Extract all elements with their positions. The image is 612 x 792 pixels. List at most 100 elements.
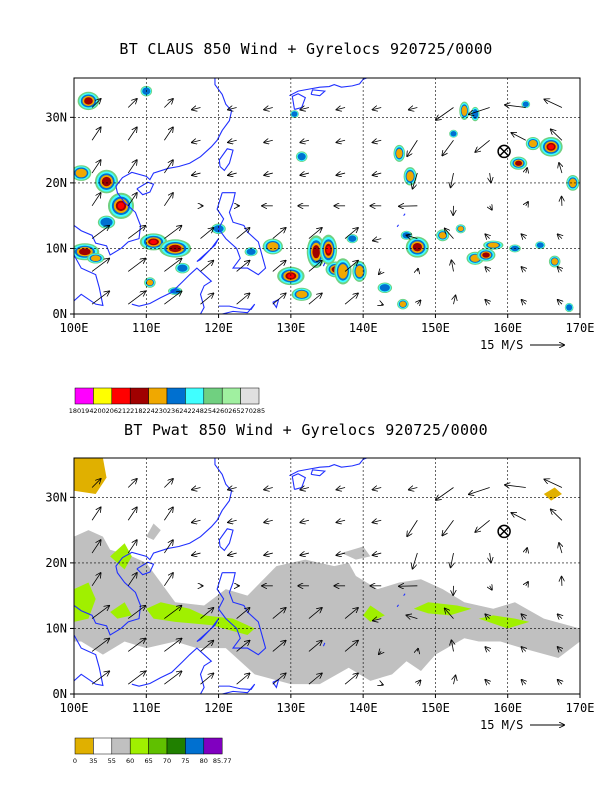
cloud-cell-48-level-2 bbox=[246, 248, 256, 255]
cloud-cell-8-level-5 bbox=[150, 239, 157, 245]
wind-arrow bbox=[300, 520, 310, 522]
wind-arrow bbox=[164, 639, 181, 652]
y-tick-label: 10N bbox=[45, 621, 67, 635]
wind-arrow bbox=[417, 300, 420, 304]
x-tick-label: 120E bbox=[204, 321, 233, 335]
cloud-cell-46-level-2 bbox=[522, 101, 529, 107]
colorbar-label: 265 bbox=[228, 407, 240, 415]
wind-arrow bbox=[409, 108, 418, 110]
x-tick-label: 100E bbox=[60, 321, 89, 335]
pwat-area-55-0 bbox=[74, 530, 580, 685]
cloud-cell-2-level-3 bbox=[75, 168, 87, 178]
coastline-segment-13 bbox=[247, 448, 254, 451]
wind-arrow bbox=[373, 239, 382, 241]
claus-map-panel: 100E 110E 120E 130E 140E 150E 160E 170E 180 0N 10N… bbox=[45, 68, 594, 415]
wind-arrow bbox=[272, 641, 286, 652]
colorbar-label: 200 bbox=[93, 407, 105, 415]
colorbar-swatch-8 bbox=[221, 387, 241, 405]
colorbar-label: 270 bbox=[241, 407, 253, 415]
chart-title-top: BT CLAUS 850 Wind + Gyrelocs 920725/0000 bbox=[119, 40, 493, 58]
colorbar-label: 80 bbox=[200, 757, 208, 765]
wind-arrow bbox=[526, 582, 528, 586]
wind-arrow bbox=[337, 108, 346, 110]
vector-key-label: 15 M/S bbox=[480, 338, 523, 352]
gyre-location-marker bbox=[497, 144, 511, 159]
colorbar-label: 75 bbox=[181, 757, 189, 765]
wind-arrow bbox=[475, 519, 490, 532]
coastline-segment-6 bbox=[131, 267, 213, 314]
colorbar-swatch-6 bbox=[185, 737, 205, 755]
wind-arrow bbox=[127, 479, 137, 488]
cloud-cell-14-level-3 bbox=[267, 242, 279, 251]
wind-arrow bbox=[442, 140, 454, 155]
wind-arrow bbox=[445, 609, 454, 619]
wind-arrow bbox=[559, 163, 562, 174]
cloud-cell-26-level-3 bbox=[406, 171, 414, 182]
wind-arrow bbox=[551, 509, 563, 521]
wind-arrow bbox=[200, 294, 214, 305]
cloud-cell-21-level-2 bbox=[348, 235, 357, 242]
wind-arrow bbox=[127, 606, 145, 619]
cloud-cell-10-level-2 bbox=[177, 264, 188, 272]
cloud-cell-25-level-3 bbox=[396, 148, 403, 159]
wind-arrow bbox=[127, 160, 137, 174]
wind-arrow bbox=[409, 488, 418, 490]
wind-arrow bbox=[200, 674, 214, 685]
coastline-segment-13 bbox=[247, 68, 254, 71]
wind-arrow bbox=[512, 133, 526, 141]
wind-arrow bbox=[469, 107, 490, 115]
colorbar-label: 224 bbox=[142, 407, 154, 415]
wind-arrow bbox=[308, 261, 322, 272]
cloud-cell-23-level-2 bbox=[379, 284, 390, 292]
wind-arrow bbox=[264, 520, 273, 522]
cloud-cell-44-level-2 bbox=[450, 130, 457, 137]
wind-arrow bbox=[522, 614, 526, 618]
wind-arrow bbox=[164, 540, 173, 554]
wind-arrow bbox=[272, 261, 286, 272]
coastline-segment-15 bbox=[396, 224, 400, 228]
wind-arrow bbox=[200, 228, 214, 239]
cloud-cell-18-level-5 bbox=[326, 245, 331, 254]
wind-arrow bbox=[337, 520, 346, 522]
colorbar-top: 180 194 200 206 212 218 224 230 236 242 248 254 260 2… bbox=[69, 387, 265, 415]
chart-title-bottom: BT Pwat 850 Wind + Gyrelocs 920725/0000 bbox=[124, 421, 488, 439]
coastline-segment-14 bbox=[322, 262, 326, 267]
colorbar-swatch-7 bbox=[203, 387, 223, 405]
gyre-location-marker bbox=[497, 524, 511, 539]
colorbar-swatch-1 bbox=[93, 737, 113, 755]
wind-arrow bbox=[192, 488, 201, 490]
wind-vectors-bottom bbox=[91, 479, 563, 685]
colorbar-label: 206 bbox=[106, 407, 118, 415]
wind-arrow bbox=[407, 235, 418, 238]
cloud-cell-37-level-2 bbox=[566, 304, 573, 311]
wind-arrow bbox=[164, 507, 173, 521]
colorbar-swatch-5 bbox=[166, 737, 186, 755]
wind-arrow bbox=[490, 586, 492, 590]
wind-arrow bbox=[164, 127, 173, 141]
wind-arrow bbox=[127, 193, 137, 207]
wind-arrow bbox=[91, 226, 109, 239]
x-tick-label: 110E bbox=[132, 321, 161, 335]
wind-arrow bbox=[381, 304, 383, 305]
coastline-segment-2 bbox=[136, 561, 155, 576]
colorbar-swatch-0 bbox=[74, 387, 94, 405]
y-tick-label: 30N bbox=[45, 110, 67, 124]
x-tick-label: 150E bbox=[421, 321, 450, 335]
wind-arrow bbox=[337, 173, 346, 175]
coastline-segment-7 bbox=[218, 303, 256, 314]
coastline-segment-4 bbox=[216, 572, 267, 656]
wind-arrow bbox=[91, 479, 101, 488]
wind-arrow bbox=[344, 641, 358, 652]
wind-arrow bbox=[379, 651, 381, 654]
wind-arrow bbox=[522, 680, 526, 684]
colorbar-swatch-3 bbox=[129, 737, 149, 755]
cloud-cell-4-level-5 bbox=[117, 202, 125, 210]
wind-arrow bbox=[236, 228, 250, 239]
colorbar-label: 85.77 bbox=[213, 757, 232, 765]
colorbar-label: 60 bbox=[126, 757, 134, 765]
wind-arrow bbox=[522, 300, 526, 304]
wind-arrow bbox=[522, 647, 526, 651]
colorbar-label: 194 bbox=[81, 407, 93, 415]
wind-arrow bbox=[308, 228, 322, 239]
wind-arrow bbox=[445, 229, 454, 239]
